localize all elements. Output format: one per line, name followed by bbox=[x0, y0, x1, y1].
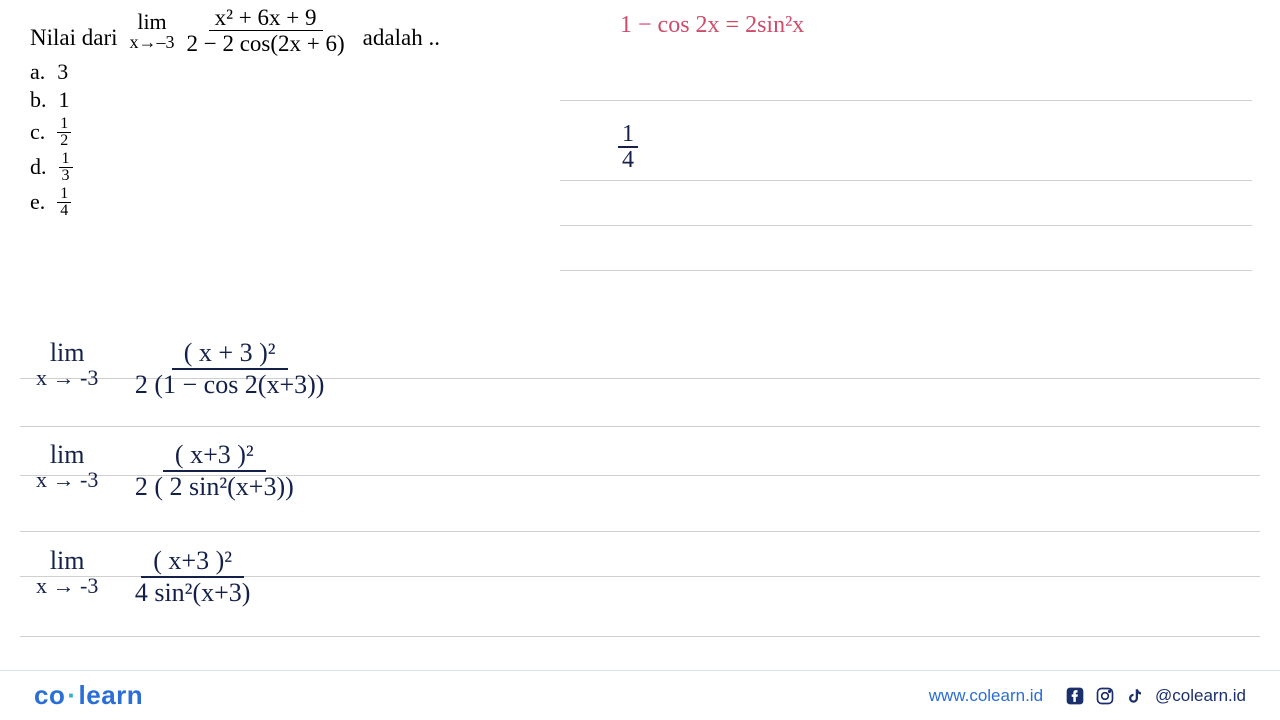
handwritten-identity: 1 − cos 2x = 2sin²x bbox=[620, 12, 804, 39]
option-label: c. bbox=[30, 119, 45, 145]
rule-line bbox=[20, 426, 1260, 427]
frac-den: 4 bbox=[57, 203, 71, 219]
footer-right: www.colearn.id @colearn.id bbox=[929, 686, 1246, 706]
social-icons: @colearn.id bbox=[1065, 686, 1246, 706]
fraction-denominator: 2 − 2 cos(2x + 6) bbox=[181, 31, 351, 55]
frac-num: ( x + 3 )² bbox=[172, 340, 288, 370]
rule-line bbox=[20, 636, 1260, 637]
frac-den: 2 (1 − cos 2(x+3)) bbox=[123, 370, 337, 398]
option-d: d. 1 3 bbox=[30, 151, 590, 184]
brand-logo: co·learn bbox=[34, 680, 143, 711]
footer-url[interactable]: www.colearn.id bbox=[929, 686, 1043, 706]
option-value: 1 bbox=[59, 87, 70, 113]
question-prefix: Nilai dari bbox=[30, 24, 118, 52]
frac-num: 1 bbox=[57, 186, 71, 203]
frac-den: 4 bbox=[618, 148, 638, 172]
lim-operator: lim x → -3 bbox=[36, 547, 98, 597]
brand-right: learn bbox=[79, 680, 144, 710]
rule-line bbox=[560, 270, 1252, 271]
question-block: Nilai dari lim x→–3 x² + 6x + 9 2 − 2 co… bbox=[30, 6, 590, 221]
option-e: e. 1 4 bbox=[30, 186, 590, 219]
handwritten-step-2: lim x → -3 ( x+3 )² 2 ( 2 sin²(x+3)) bbox=[36, 440, 306, 500]
lim-sub: x → -3 bbox=[36, 574, 98, 597]
option-label: b. bbox=[30, 87, 47, 113]
limit-sub: x→–3 bbox=[130, 33, 175, 51]
frac-den: 2 ( 2 sin²(x+3)) bbox=[123, 472, 306, 500]
rule-line bbox=[20, 531, 1260, 532]
frac-num: 1 bbox=[57, 116, 71, 133]
option-b: b. 1 bbox=[30, 87, 590, 113]
rule-line bbox=[560, 225, 1252, 226]
limit-label: lim bbox=[137, 11, 166, 33]
option-label: e. bbox=[30, 189, 45, 215]
frac-num: ( x+3 )² bbox=[141, 548, 244, 578]
brand-left: co bbox=[34, 680, 65, 710]
option-value: 1 4 bbox=[57, 186, 71, 219]
step-fraction: ( x+3 )² 2 ( 2 sin²(x+3)) bbox=[123, 442, 306, 500]
handwritten-step-1: lim x → -3 ( x + 3 )² 2 (1 − cos 2(x+3)) bbox=[36, 338, 336, 398]
footer: co·learn www.colearn.id @colearn.id bbox=[0, 670, 1280, 720]
step-fraction: ( x+3 )² 4 sin²(x+3) bbox=[123, 548, 263, 606]
lim-sub: x → -3 bbox=[36, 366, 98, 389]
option-label: a. bbox=[30, 59, 45, 85]
frac-num: 1 bbox=[618, 122, 638, 148]
frac-den: 4 sin²(x+3) bbox=[123, 578, 263, 606]
fraction-numerator: x² + 6x + 9 bbox=[209, 6, 323, 31]
frac-den: 2 bbox=[57, 133, 71, 149]
answer-options: a. 3 b. 1 c. 1 2 d. 1 3 bbox=[30, 59, 590, 219]
option-a: a. 3 bbox=[30, 59, 590, 85]
handwritten-step-3: lim x → -3 ( x+3 )² 4 sin²(x+3) bbox=[36, 546, 262, 606]
footer-handle[interactable]: @colearn.id bbox=[1155, 686, 1246, 706]
handwritten-answer: 1 4 bbox=[618, 118, 638, 172]
tiktok-icon[interactable] bbox=[1125, 686, 1145, 706]
lim-label: lim bbox=[50, 547, 85, 574]
limit-fraction: x² + 6x + 9 2 − 2 cos(2x + 6) bbox=[181, 6, 351, 55]
option-value: 3 bbox=[57, 59, 68, 85]
option-value: 1 2 bbox=[57, 116, 71, 149]
frac-num: ( x+3 )² bbox=[163, 442, 266, 472]
option-label: d. bbox=[30, 154, 47, 180]
brand-dot: · bbox=[67, 680, 76, 710]
page: Nilai dari lim x→–3 x² + 6x + 9 2 − 2 co… bbox=[0, 0, 1280, 720]
limit-expression: Nilai dari lim x→–3 x² + 6x + 9 2 − 2 co… bbox=[30, 6, 590, 55]
lim-operator: lim x → -3 bbox=[36, 339, 98, 389]
instagram-icon[interactable] bbox=[1095, 686, 1115, 706]
lim-sub: x → -3 bbox=[36, 468, 98, 491]
question-suffix: adalah .. bbox=[363, 24, 440, 52]
facebook-icon[interactable] bbox=[1065, 686, 1085, 706]
limit-operator: lim x→–3 bbox=[130, 11, 175, 51]
lim-operator: lim x → -3 bbox=[36, 441, 98, 491]
step-fraction: ( x + 3 )² 2 (1 − cos 2(x+3)) bbox=[123, 340, 337, 398]
rule-line bbox=[560, 180, 1252, 181]
frac-den: 3 bbox=[59, 168, 73, 184]
rule-line bbox=[560, 100, 1252, 101]
lim-label: lim bbox=[50, 441, 85, 468]
frac-num: 1 bbox=[59, 151, 73, 168]
option-value: 1 3 bbox=[59, 151, 73, 184]
lim-label: lim bbox=[50, 339, 85, 366]
option-c: c. 1 2 bbox=[30, 116, 590, 149]
